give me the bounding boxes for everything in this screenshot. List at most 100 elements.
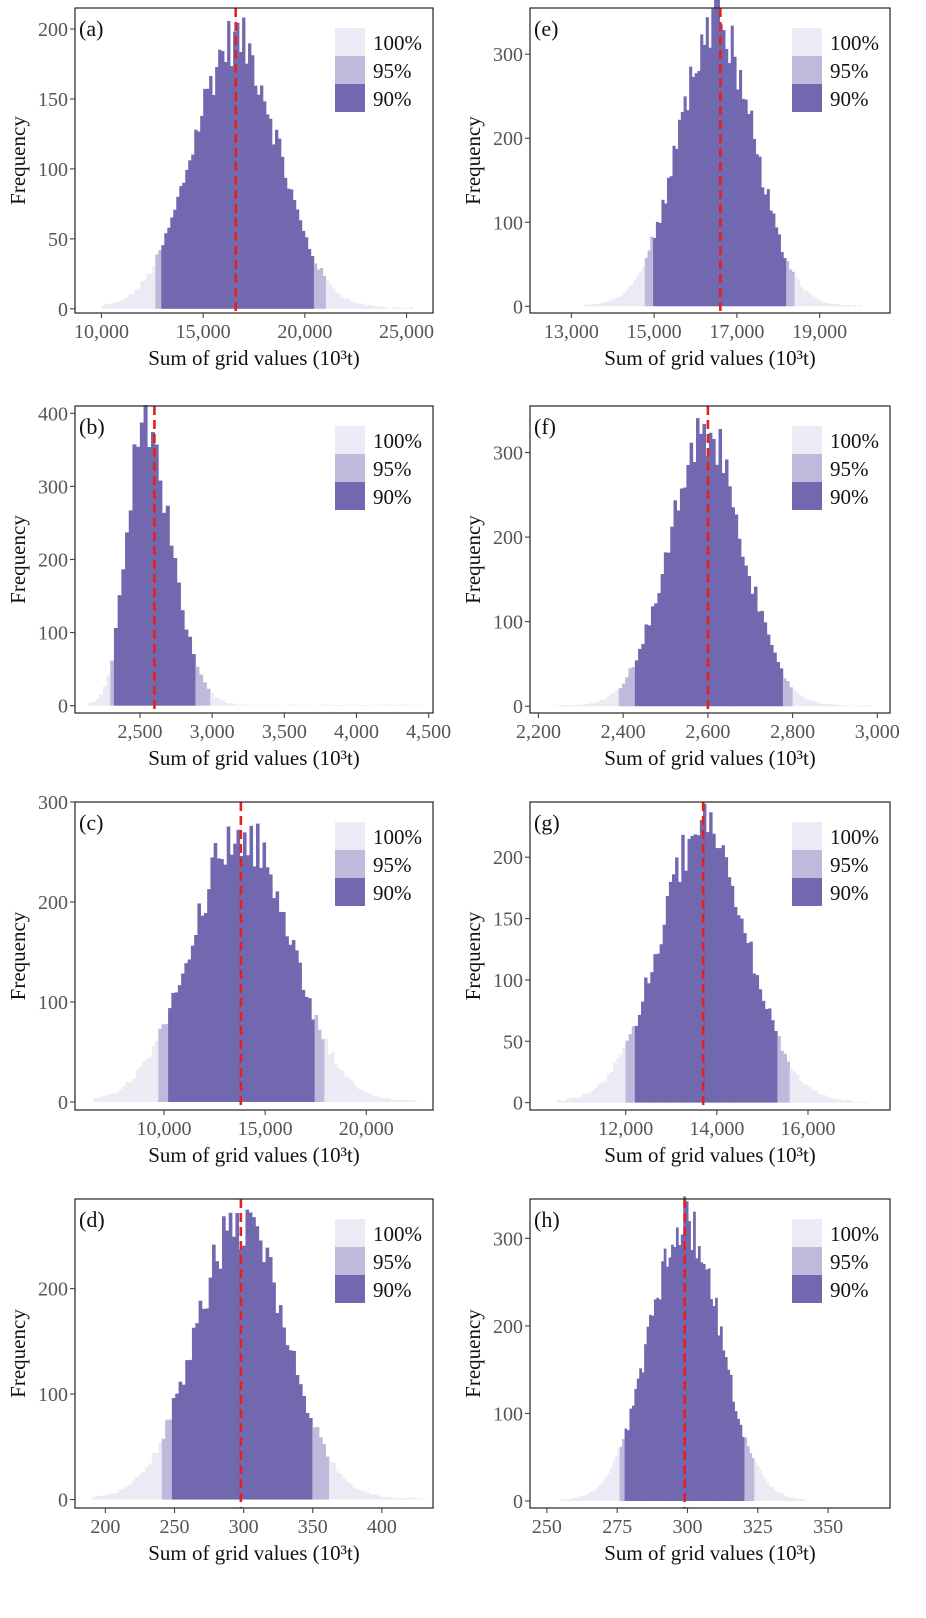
histogram-bar xyxy=(681,835,684,1103)
histogram-bar xyxy=(176,197,179,309)
histogram-bar xyxy=(617,297,620,306)
histogram-bar xyxy=(152,1453,156,1500)
histogram-bar xyxy=(175,992,179,1102)
panel-label: (e) xyxy=(534,16,558,41)
histogram-bar xyxy=(102,1496,106,1500)
histogram-bar xyxy=(399,1100,403,1102)
histogram-bar xyxy=(769,1486,772,1501)
histogram-bar xyxy=(585,1093,588,1102)
histogram-bar xyxy=(239,52,242,309)
histogram-bar xyxy=(155,1041,159,1102)
histogram-bar xyxy=(783,258,786,306)
histogram-bar xyxy=(278,139,281,309)
legend-swatch xyxy=(792,850,822,878)
x-axis-label: Sum of grid values (10³t) xyxy=(604,746,816,770)
histogram-bar xyxy=(734,57,737,307)
histogram-bar xyxy=(642,1372,645,1501)
histogram-bar xyxy=(399,705,403,706)
histogram-bar xyxy=(205,1308,209,1499)
histogram-bar xyxy=(203,682,207,705)
histogram-bar xyxy=(162,513,166,706)
histogram-bar xyxy=(644,978,647,1103)
histogram-bar xyxy=(753,974,756,1103)
legend-swatch xyxy=(335,426,365,454)
histogram-bar xyxy=(158,481,162,706)
histogram-bar xyxy=(764,622,768,706)
histogram-bar xyxy=(593,703,597,706)
y-tick-label: 0 xyxy=(58,1092,68,1114)
histogram-bar xyxy=(771,1020,774,1102)
histogram-bar xyxy=(386,308,389,309)
histogram-bar xyxy=(598,304,601,306)
histogram-bar xyxy=(370,1095,374,1102)
histogram-bar xyxy=(781,1493,784,1501)
x-tick-label: 200 xyxy=(90,1516,120,1538)
histogram-bar xyxy=(714,0,717,306)
histogram-bar xyxy=(390,1100,394,1102)
histogram-bar xyxy=(99,694,103,705)
histogram-bar xyxy=(754,587,758,707)
histogram-bar xyxy=(285,936,289,1102)
histogram-bar xyxy=(697,835,700,1102)
histogram-bar xyxy=(210,693,214,706)
histogram-bar xyxy=(858,305,861,306)
histogram-bar xyxy=(332,1463,336,1500)
histogram-bar xyxy=(215,1261,219,1499)
histogram-bar xyxy=(754,1461,757,1501)
histogram-bar xyxy=(302,990,306,1102)
histogram-bar xyxy=(825,303,828,306)
histogram-bar xyxy=(836,304,839,306)
histogram-bar xyxy=(212,1245,216,1500)
histogram-bar xyxy=(854,706,858,707)
histogram-bar xyxy=(795,277,798,306)
histogram-bar xyxy=(589,304,592,306)
histogram-bar xyxy=(266,1248,270,1500)
histogram-bar xyxy=(604,1081,607,1103)
histogram-bar xyxy=(686,110,689,306)
histogram-bar xyxy=(143,280,146,308)
histogram-bar xyxy=(827,1097,830,1103)
histogram-bar xyxy=(107,675,111,705)
histogram-bar xyxy=(103,1096,107,1102)
histogram-bar xyxy=(92,702,96,706)
histogram-bar xyxy=(789,687,793,706)
histogram-bar xyxy=(669,1257,672,1501)
histogram-bar xyxy=(725,49,728,306)
histogram-bar xyxy=(164,233,167,309)
histogram-bar xyxy=(603,1481,606,1501)
histogram-bar xyxy=(825,704,829,706)
histogram-bar xyxy=(142,1472,146,1500)
histogram-bar xyxy=(815,1090,818,1102)
histogram-bar xyxy=(566,1500,569,1501)
histogram-bar xyxy=(329,285,332,309)
histogram-bar xyxy=(651,606,655,706)
histogram-bar xyxy=(225,1231,229,1500)
histogram-bar xyxy=(217,858,221,1102)
histogram-bar xyxy=(803,291,806,307)
histogram-bar xyxy=(612,1461,615,1501)
y-axis-label: Frequency xyxy=(6,515,30,604)
y-tick-label: 0 xyxy=(58,696,68,718)
histogram-bar xyxy=(691,836,694,1103)
histogram-bar xyxy=(661,1261,664,1501)
y-tick-label: 300 xyxy=(38,792,68,814)
histogram-bar xyxy=(601,1082,604,1102)
histogram-bar xyxy=(292,1351,296,1500)
histogram-bar xyxy=(808,1087,811,1103)
x-axis-label: Sum of grid values (10³t) xyxy=(604,1143,816,1167)
histogram-bar xyxy=(650,972,653,1102)
histogram-bar xyxy=(607,1473,610,1501)
panel-label: (a) xyxy=(79,16,103,41)
histogram-bar xyxy=(777,1036,780,1103)
histogram-bar xyxy=(576,1498,579,1501)
y-tick-label: 0 xyxy=(58,299,68,321)
histogram-bar xyxy=(725,857,728,1103)
y-tick-label: 0 xyxy=(513,1491,523,1513)
histogram-bar xyxy=(749,942,752,1103)
histogram-bar xyxy=(240,705,244,706)
histogram-bar xyxy=(128,294,131,309)
legend-swatch xyxy=(792,822,822,850)
histogram-bar xyxy=(647,1327,650,1501)
histogram-bar xyxy=(793,1071,796,1102)
